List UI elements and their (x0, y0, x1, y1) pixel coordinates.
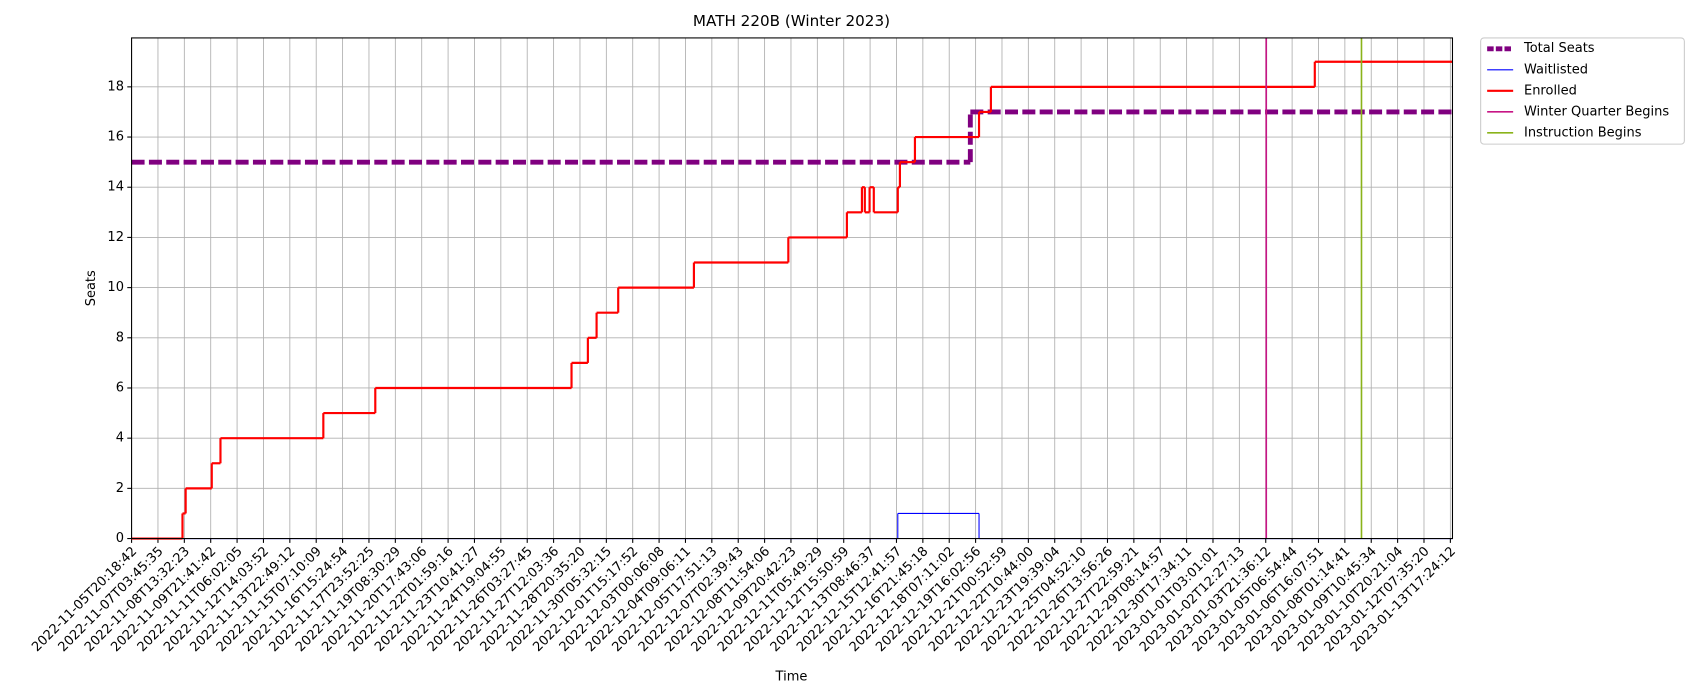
legend-label: Total Seats (1523, 41, 1595, 56)
plot-frame (131, 37, 1454, 540)
legend-label: Waitlisted (1524, 62, 1588, 77)
y-tick-label: 16 (107, 130, 124, 145)
y-axis-label: Seats (84, 270, 99, 306)
y-tick-label: 2 (116, 481, 124, 496)
legend-label: Winter Quarter Begins (1524, 104, 1669, 119)
y-tick-label: 12 (107, 230, 124, 245)
y-tick-label: 18 (107, 79, 124, 94)
legend: Total Seats Waitlisted Enrolled Winter Quar… (1480, 37, 1685, 145)
x-axis-label: Time (775, 670, 808, 685)
chart-title: MATH 220B (Winter 2023) (693, 12, 890, 30)
legend-label: Enrolled (1524, 83, 1577, 98)
y-tick-label: 14 (107, 180, 124, 195)
legend-label: Instruction Begins (1524, 125, 1642, 140)
y-tick-label: 4 (116, 431, 124, 446)
y-tick-label: 0 (116, 531, 124, 546)
legend-box (1480, 37, 1685, 145)
y-tick-label: 6 (116, 380, 124, 395)
y-tick-label: 10 (107, 280, 124, 295)
y-tick-label: 8 (116, 330, 124, 345)
